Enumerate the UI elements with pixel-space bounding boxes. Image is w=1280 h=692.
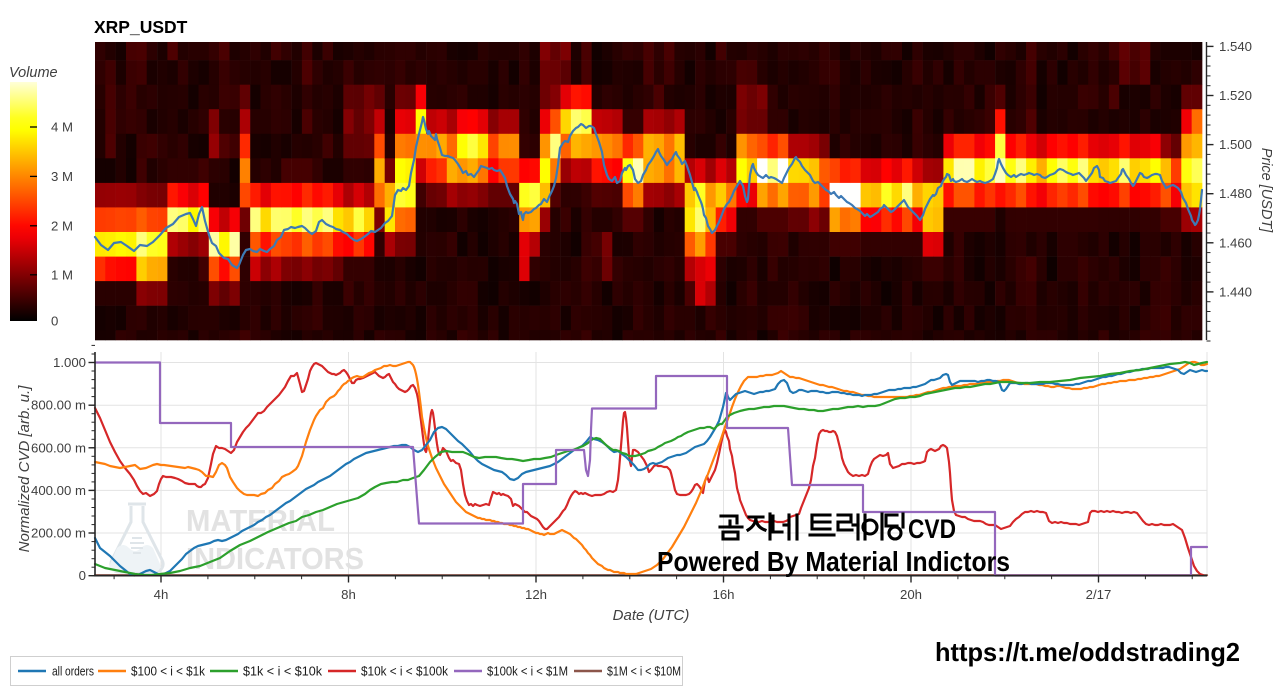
svg-text:4 M: 4 M xyxy=(51,120,73,135)
svg-text:$10k < i < $100k: $10k < i < $100k xyxy=(361,664,448,679)
svg-text:2/17: 2/17 xyxy=(1086,587,1112,602)
svg-text:Normalized CVD [arb. u.]: Normalized CVD [arb. u.] xyxy=(16,385,33,553)
svg-text:$100k < i < $1M: $100k < i < $1M xyxy=(487,664,568,679)
svg-text:INDICATORS: INDICATORS xyxy=(186,541,364,576)
svg-text:600.00 m: 600.00 m xyxy=(31,440,86,455)
svg-text:200.00 m: 200.00 m xyxy=(31,526,86,541)
svg-text:Volume: Volume xyxy=(9,65,58,81)
svg-text:1.000: 1.000 xyxy=(53,355,86,370)
svg-text:1.540: 1.540 xyxy=(1219,39,1252,54)
svg-text:CVD: CVD xyxy=(908,514,956,544)
svg-text:12h: 12h xyxy=(525,587,547,602)
svg-text:2 M: 2 M xyxy=(51,218,73,233)
svg-text:https://t.me/oddstrading2: https://t.me/oddstrading2 xyxy=(935,637,1240,667)
svg-text:8h: 8h xyxy=(341,587,356,602)
svg-text:1.520: 1.520 xyxy=(1219,88,1252,103)
svg-text:Date (UTC): Date (UTC) xyxy=(613,607,690,624)
svg-text:$1M < i < $10M: $1M < i < $10M xyxy=(607,664,681,679)
svg-text:$100 < i < $1k: $100 < i < $1k xyxy=(131,664,205,679)
svg-text:all orders: all orders xyxy=(52,664,94,679)
svg-text:16h: 16h xyxy=(712,587,734,602)
svg-text:Price [USDT]: Price [USDT] xyxy=(1258,148,1274,234)
svg-text:XRP_USDT: XRP_USDT xyxy=(94,17,188,37)
svg-text:3 M: 3 M xyxy=(51,169,73,184)
svg-text:400.00 m: 400.00 m xyxy=(31,483,86,498)
svg-text:$1k < i < $10k: $1k < i < $10k xyxy=(243,664,322,679)
svg-text:0: 0 xyxy=(79,568,86,583)
svg-text:1.500: 1.500 xyxy=(1219,137,1252,152)
svg-text:4h: 4h xyxy=(154,587,169,602)
svg-text:0: 0 xyxy=(51,313,58,328)
svg-text:800.00 m: 800.00 m xyxy=(31,398,86,413)
svg-text:Powered By Material Indictors: Powered By Material Indictors xyxy=(657,546,1010,577)
svg-text:1 M: 1 M xyxy=(51,267,73,282)
svg-text:20h: 20h xyxy=(900,587,922,602)
svg-text:1.440: 1.440 xyxy=(1219,284,1252,299)
svg-text:1.460: 1.460 xyxy=(1219,235,1252,250)
svg-text:1.480: 1.480 xyxy=(1219,186,1252,201)
